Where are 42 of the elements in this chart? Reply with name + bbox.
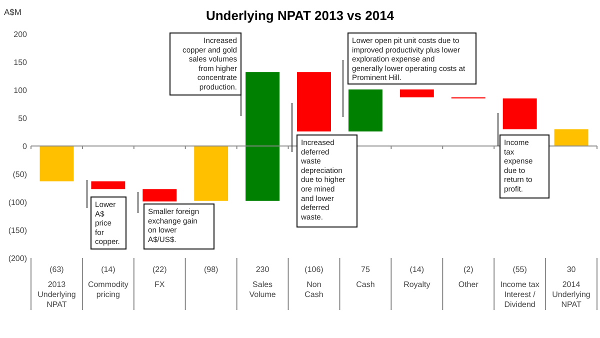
bar [246, 72, 280, 201]
data-label: (55) [512, 265, 528, 274]
bar [194, 146, 228, 201]
bar [142, 189, 177, 202]
data-label: (14) [101, 265, 116, 274]
y-tick-label: 100 [14, 86, 28, 95]
data-label: (14) [410, 265, 424, 274]
x-tick-label: 2013 Underlying NPAT [38, 280, 76, 309]
chart-title: Underlying NPAT 2013 vs 2014 [206, 8, 395, 23]
x-tick-label: FX [154, 280, 166, 289]
y-tick-label: (200) [8, 254, 28, 263]
data-label: (106) [304, 265, 324, 274]
data-label: (22) [152, 265, 168, 274]
x-tick-label: Income tax Interest / Dividend [500, 280, 540, 309]
data-label: (98) [204, 265, 219, 274]
x-tick-label: Commodity pricing [88, 280, 128, 299]
bar [348, 89, 382, 132]
y-tick-label: 50 [18, 114, 28, 123]
bar [554, 129, 588, 146]
bar [502, 98, 537, 130]
bar [91, 181, 126, 190]
bar [40, 146, 74, 182]
data-label: 230 [256, 265, 270, 274]
x-tick-label: Sales Volume [249, 280, 276, 299]
y-tick-label: (100) [8, 198, 28, 207]
y-tick-label: 150 [14, 58, 28, 67]
data-label: 75 [361, 265, 370, 274]
bar [400, 89, 434, 98]
x-tick-label: Cash [356, 280, 375, 289]
data-label: 30 [566, 265, 576, 274]
x-tick-label: 2014 Underlying NPAT [552, 280, 590, 309]
y-tick-label: 0 [22, 142, 28, 151]
y-tick-label: (150) [8, 226, 28, 235]
x-tick-label: Other [458, 280, 479, 289]
x-tick-label: Royalty [404, 280, 430, 289]
y-tick-label: 200 [14, 30, 28, 39]
data-label: (63) [50, 265, 64, 274]
data-label: (2) [463, 265, 474, 274]
bar [297, 72, 331, 132]
x-tick-label: Non Cash [304, 280, 324, 299]
y-axis-title: A$M [4, 7, 22, 17]
y-tick-label: (50) [12, 170, 28, 179]
